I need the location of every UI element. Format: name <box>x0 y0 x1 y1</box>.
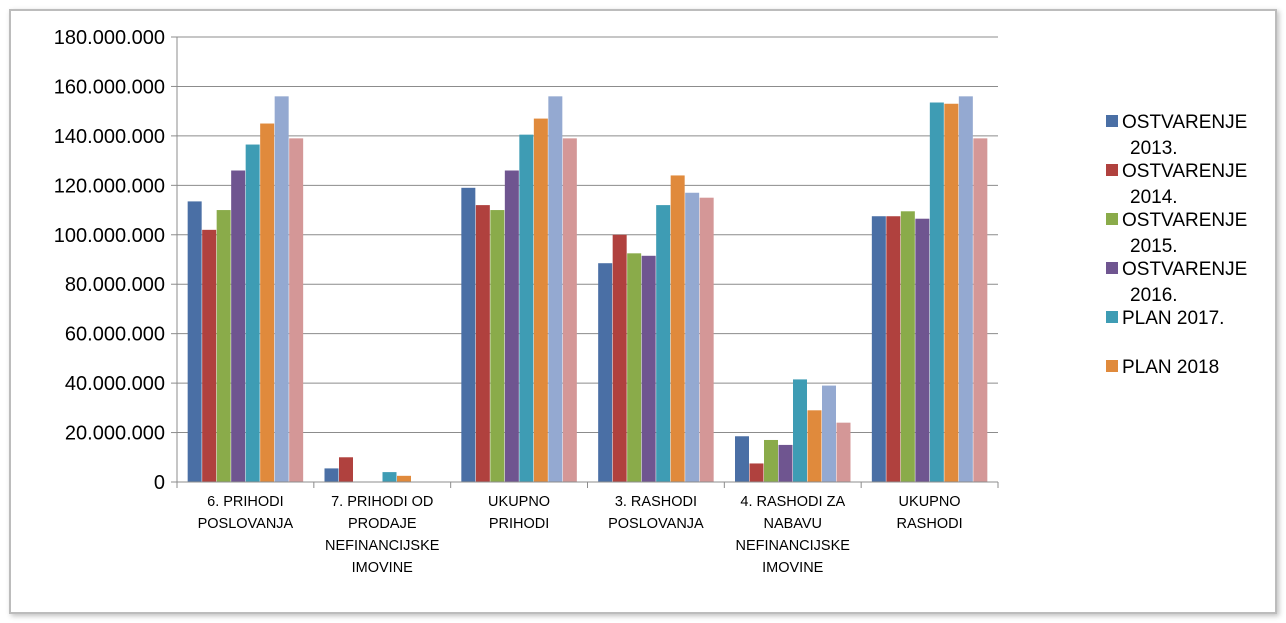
bar <box>187 201 202 482</box>
legend-swatch <box>1106 360 1118 372</box>
bar <box>670 175 685 482</box>
bar <box>915 218 930 483</box>
bar <box>807 410 822 482</box>
y-tick-label: 140.000.000 <box>54 126 165 148</box>
bar <box>245 144 260 482</box>
bar <box>871 216 886 482</box>
legend-label: PLAN 2017. <box>1122 308 1224 329</box>
bar <box>822 385 836 482</box>
y-tick-label: 180.000.000 <box>54 27 165 49</box>
bar <box>339 457 353 482</box>
bar <box>461 187 476 483</box>
y-tick-label: 80.000.000 <box>65 274 165 296</box>
x-tick-label: 3. RASHODI POSLOVANJA <box>608 494 704 532</box>
bar <box>504 170 519 482</box>
bar <box>562 138 577 482</box>
legend-label: OSTVARENJE 2013. <box>1122 112 1247 159</box>
bar <box>973 138 988 482</box>
x-tick-label: 7. PRIHODI OD PRODAJE NEFINANCIJSKE IMOVINE <box>325 494 440 576</box>
legend-swatch <box>1106 164 1118 176</box>
bar <box>793 379 807 482</box>
x-tick-labels: 6. PRIHODI POSLOVANJA 7. PRIHODI OD PRODAJE… <box>198 494 963 576</box>
chart-frame: 0 20.000.000 40.000.000 60.000.000 80.000.00… <box>9 9 1277 614</box>
bar <box>735 436 749 482</box>
legend: OSTVARENJE 2013.OSTVARENJE 2014.OSTVARENJE… <box>1106 112 1247 378</box>
y-tick-label: 20.000.000 <box>65 423 165 445</box>
gridlines <box>177 36 998 434</box>
bar <box>944 103 959 482</box>
y-tick-label: 0 <box>154 472 165 494</box>
x-tick-label: 4. RASHODI ZA NABAVU NEFINANCIJSKE IMOVINE <box>736 494 851 576</box>
bar <box>656 205 671 482</box>
legend-swatch <box>1106 213 1118 225</box>
bar <box>764 439 778 482</box>
bar <box>900 211 915 482</box>
bar <box>641 255 656 482</box>
bar <box>836 422 851 482</box>
bar <box>274 96 289 482</box>
bar <box>627 253 642 482</box>
bar-chart: 0 20.000.000 40.000.000 60.000.000 80.000.00… <box>54 27 1248 576</box>
legend-swatch <box>1106 311 1118 323</box>
y-tick-label: 60.000.000 <box>65 324 165 346</box>
y-tick-label: 40.000.000 <box>65 373 165 395</box>
bar <box>216 210 231 483</box>
bar <box>382 472 397 482</box>
legend-label: OSTVARENJE 2015. <box>1122 210 1247 257</box>
bar <box>699 197 714 482</box>
bar <box>749 463 764 482</box>
bar <box>397 475 411 482</box>
bar <box>475 205 490 482</box>
bar <box>289 138 304 482</box>
x-tick-label: 6. PRIHODI POSLOVANJA <box>198 494 294 532</box>
bar <box>324 468 339 482</box>
legend-label: OSTVARENJE 2016. <box>1122 259 1247 306</box>
bar <box>231 170 246 482</box>
bar <box>612 234 627 482</box>
bar <box>548 96 563 482</box>
bar <box>685 192 700 482</box>
bar <box>778 444 793 482</box>
bar <box>260 123 275 483</box>
axes <box>171 36 999 488</box>
bar <box>958 96 973 482</box>
bar <box>886 216 901 482</box>
y-tick-labels: 0 20.000.000 40.000.000 60.000.000 80.000.00… <box>54 27 165 494</box>
legend-label: PLAN 2018 <box>1122 357 1219 378</box>
bar <box>533 118 548 482</box>
bar <box>598 263 613 482</box>
bar <box>519 134 534 482</box>
y-tick-label: 160.000.000 <box>54 76 165 98</box>
y-tick-label: 100.000.000 <box>54 225 165 247</box>
bars <box>187 96 988 483</box>
bar <box>929 102 944 482</box>
legend-swatch <box>1106 262 1118 274</box>
bar <box>490 210 505 483</box>
legend-label: OSTVARENJE 2014. <box>1122 161 1247 208</box>
y-tick-label: 120.000.000 <box>54 175 165 197</box>
legend-swatch <box>1106 115 1118 127</box>
x-tick-label: UKUPNO PRIHODI <box>488 494 550 532</box>
bar <box>202 229 217 482</box>
x-tick-label: UKUPNO RASHODI <box>897 494 963 532</box>
